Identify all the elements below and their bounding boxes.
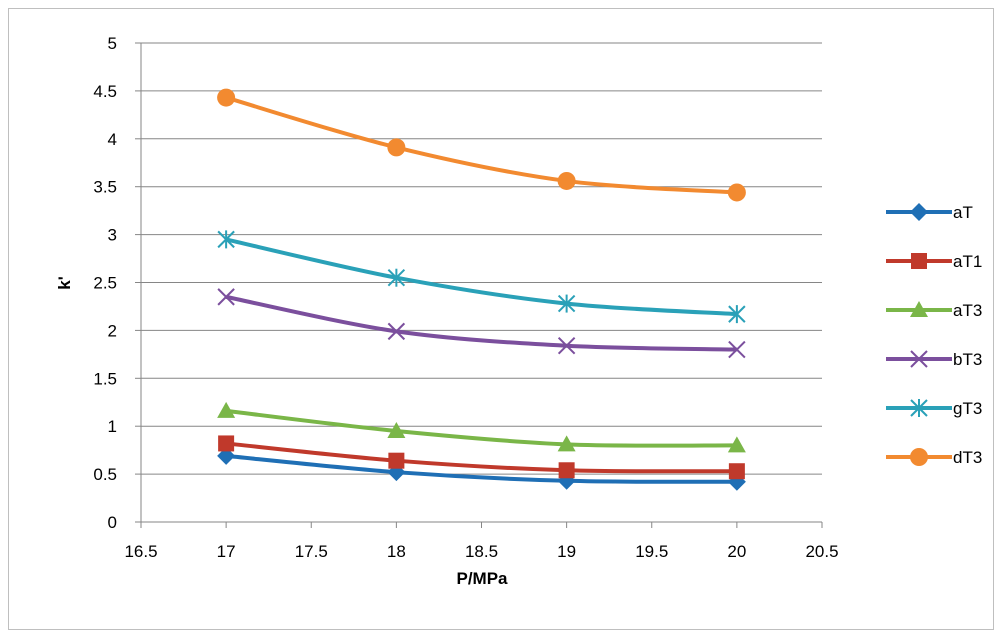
legend-marker-aT <box>910 203 928 221</box>
legend-marker-gT3 <box>910 399 928 417</box>
y-tick-label: 3 <box>108 226 117 245</box>
legend-label-aT1: aT1 <box>953 252 982 271</box>
legend-label-bT3: bT3 <box>953 350 982 369</box>
series-line-dT3 <box>225 95 738 195</box>
legend-label-aT3: aT3 <box>953 301 982 320</box>
x-tick-label: 20 <box>727 542 746 561</box>
y-tick-label: 5 <box>108 34 117 53</box>
y-tick-label: 2.5 <box>93 274 117 293</box>
data-point-gT3 <box>387 268 406 287</box>
data-point-aT3 <box>387 421 406 438</box>
x-tick-label: 20.5 <box>805 542 838 561</box>
data-point-dT3 <box>217 88 236 107</box>
data-point-dT3 <box>727 183 746 202</box>
series-line-gT3 <box>225 237 737 317</box>
x-tick-label: 16.5 <box>124 542 157 561</box>
y-tick-label: 4 <box>108 130 117 149</box>
series-line-aT1 <box>225 441 737 474</box>
legend-marker-dT3 <box>910 448 928 466</box>
data-point-bT3 <box>557 337 576 355</box>
y-tick-label: 2 <box>108 321 117 340</box>
data-point-aT3 <box>557 435 576 452</box>
data-point-gT3 <box>557 294 576 313</box>
data-point-aT1 <box>388 452 405 469</box>
legend-label-dT3: dT3 <box>953 448 982 467</box>
x-tick-label: 18.5 <box>465 542 498 561</box>
y-tick-label: 0 <box>108 513 117 532</box>
data-point-gT3 <box>728 305 746 324</box>
data-point-aT1 <box>728 463 745 480</box>
y-axis-title: k' <box>55 276 74 290</box>
data-point-bT3 <box>217 288 235 306</box>
series-line-bT3 <box>225 294 737 352</box>
data-point-dT3 <box>387 138 406 157</box>
x-tick-label: 17 <box>217 542 236 561</box>
data-point-aT3 <box>727 436 746 453</box>
data-point-dT3 <box>557 171 576 190</box>
y-tick-label: 3.5 <box>93 178 117 197</box>
legend-marker-bT3 <box>910 350 928 368</box>
chart-frame <box>8 8 994 630</box>
data-point-aT1 <box>558 462 575 479</box>
data-point-aT3 <box>217 401 236 418</box>
legend-marker-aT3 <box>910 301 928 317</box>
y-tick-label: 1.5 <box>93 369 117 388</box>
series-line-aT <box>225 453 737 484</box>
legend-marker-aT1 <box>911 253 927 269</box>
legend-label-gT3: gT3 <box>953 399 982 418</box>
x-axis-title: P/MPa <box>456 569 508 588</box>
y-tick-label: 0.5 <box>93 465 117 484</box>
x-tick-label: 19.5 <box>635 542 668 561</box>
data-point-bT3 <box>728 340 746 359</box>
x-tick-label: 19 <box>557 542 576 561</box>
y-tick-label: 4.5 <box>93 82 117 101</box>
x-tick-label: 17.5 <box>295 542 328 561</box>
legend-label-aT: aT <box>953 203 973 222</box>
x-tick-label: 18 <box>387 542 406 561</box>
y-tick-label: 1 <box>108 417 117 436</box>
data-point-bT3 <box>387 322 406 341</box>
data-point-aT1 <box>218 435 235 452</box>
series-line-aT3 <box>225 408 737 448</box>
data-point-gT3 <box>217 230 235 249</box>
